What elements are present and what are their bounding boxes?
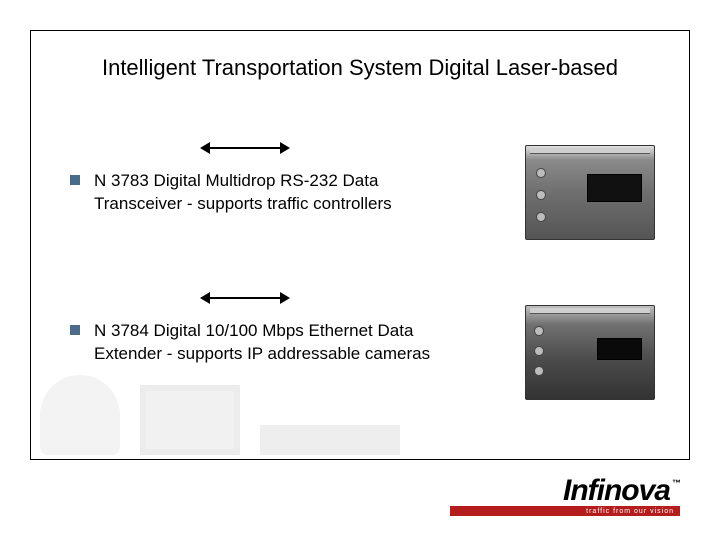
logo-bar: traffic from our vision — [450, 506, 680, 516]
bullet-icon — [70, 325, 80, 335]
bullet-icon — [70, 175, 80, 185]
brand-logo: Infinova ™ traffic from our vision — [450, 474, 680, 516]
logo-text: Infinova — [563, 474, 670, 508]
logo-tagline: traffic from our vision — [586, 508, 674, 515]
list-item: N 3783 Digital Multidrop RS-232 Data Tra… — [70, 170, 454, 216]
trademark-icon: ™ — [672, 478, 680, 488]
item-text: N 3783 Digital Multidrop RS-232 Data Tra… — [94, 170, 454, 216]
bidirectional-arrow-icon — [200, 292, 290, 304]
slide-title: Intelligent Transportation System Digita… — [30, 55, 690, 81]
item-text: N 3784 Digital 10/100 Mbps Ethernet Data… — [94, 320, 454, 366]
list-item: N 3784 Digital 10/100 Mbps Ethernet Data… — [70, 320, 454, 366]
device-image-n3783 — [525, 145, 655, 240]
device-image-n3784 — [525, 305, 655, 400]
bidirectional-arrow-icon — [200, 142, 290, 154]
